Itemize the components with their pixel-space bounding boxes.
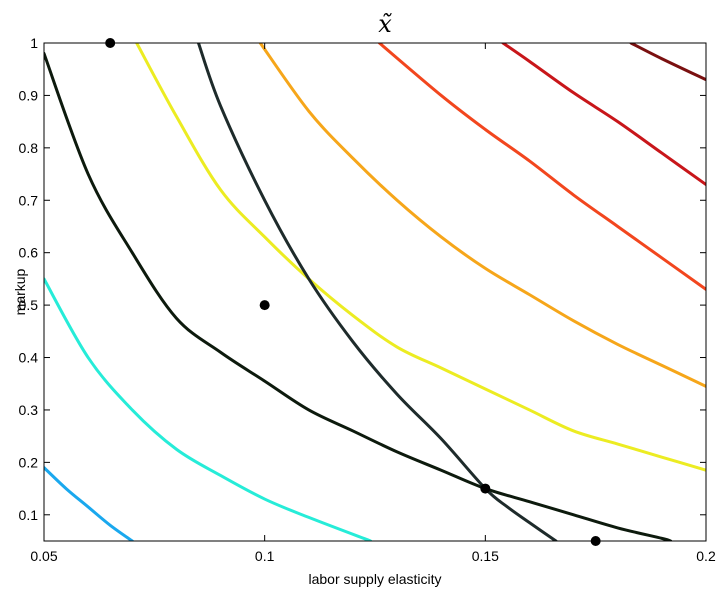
y-tick-label: 1 bbox=[30, 35, 38, 51]
contour-lines bbox=[44, 43, 706, 541]
x-tick-label: 0.2 bbox=[696, 548, 716, 564]
y-tick-label: 0.6 bbox=[19, 245, 39, 261]
contour-line-1 bbox=[44, 466, 134, 541]
y-tick-label: 0.1 bbox=[19, 507, 39, 523]
x-axis-label: labor supply elasticity bbox=[308, 571, 441, 587]
marker-point-3 bbox=[480, 483, 491, 494]
y-axis-label: markup bbox=[12, 268, 28, 315]
contour-line-2 bbox=[44, 277, 373, 541]
y-tick-label: 0.9 bbox=[19, 87, 39, 103]
contour-line-9 bbox=[629, 43, 706, 82]
x-tick-label: 0.05 bbox=[30, 548, 57, 564]
x-tick-label: 0.1 bbox=[255, 548, 275, 564]
y-tick-label: 0.5 bbox=[19, 297, 39, 313]
y-tick-label: 0.4 bbox=[19, 350, 39, 366]
chart-title: x̃ bbox=[378, 10, 392, 38]
contour-line-7 bbox=[377, 43, 706, 291]
marker-point-2 bbox=[259, 300, 270, 311]
contour-line-8 bbox=[501, 43, 706, 187]
contour-line-3 bbox=[44, 51, 673, 541]
y-tick-label: 0.8 bbox=[19, 140, 39, 156]
y-tick-label: 0.2 bbox=[19, 454, 39, 470]
y-tick-label: 0.7 bbox=[19, 192, 39, 208]
x-axis: 0.05 0.1 0.15 0.2 bbox=[30, 43, 716, 564]
y-tick-label: 0.3 bbox=[19, 402, 39, 418]
x-tick-label: 0.15 bbox=[472, 548, 499, 564]
contour-line-6 bbox=[258, 43, 706, 388]
plot-frame bbox=[43, 42, 707, 542]
contour-line-4 bbox=[135, 43, 706, 472]
contour-line-5 bbox=[196, 43, 558, 541]
y-axis: 0.1 0.2 0.3 0.4 0.5 0.6 0.7 0.8 0.9 1 bbox=[19, 35, 706, 523]
